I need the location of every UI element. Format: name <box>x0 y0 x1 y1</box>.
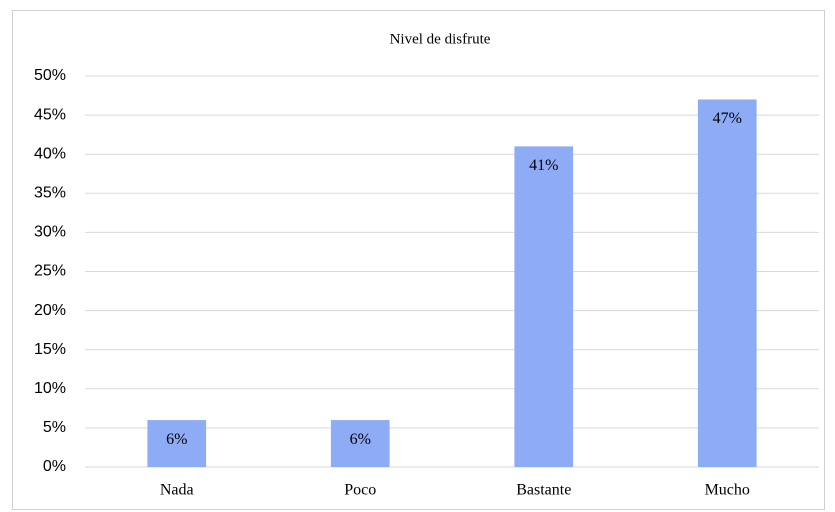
y-tick-label: 0% <box>43 458 66 475</box>
value-label: 6% <box>166 431 187 448</box>
y-tick-label: 45% <box>34 106 66 123</box>
x-tick-label: Nada <box>160 482 194 499</box>
y-tick-label: 40% <box>34 145 66 162</box>
x-tick-label: Mucho <box>705 482 750 499</box>
bar <box>330 420 390 467</box>
value-label: 41% <box>529 157 558 174</box>
y-tick-label: 30% <box>34 224 66 241</box>
y-tick-label: 5% <box>43 419 66 436</box>
x-tick-label: Bastante <box>516 482 571 499</box>
bar <box>147 420 207 467</box>
value-label: 47% <box>713 110 742 127</box>
y-tick-label: 20% <box>34 302 66 319</box>
x-tick-label: Poco <box>344 482 376 499</box>
y-tick-label: 15% <box>34 341 66 358</box>
y-tick-label: 50% <box>34 67 66 84</box>
value-label: 6% <box>350 431 371 448</box>
bar <box>697 99 757 468</box>
y-tick-label: 25% <box>34 263 66 280</box>
bar <box>514 146 574 467</box>
y-tick-label: 35% <box>34 185 66 202</box>
chart-title: Nivel de disfrute <box>390 31 491 47</box>
y-tick-label: 10% <box>34 380 66 397</box>
